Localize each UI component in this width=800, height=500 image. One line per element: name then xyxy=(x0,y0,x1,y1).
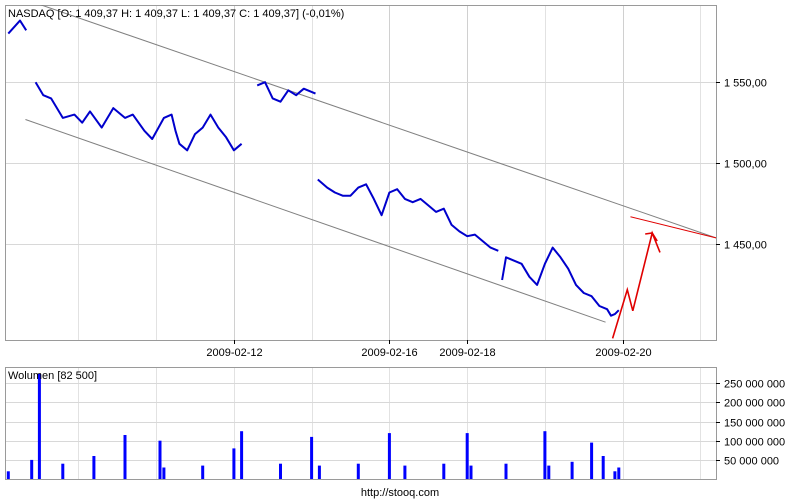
price-series-line xyxy=(7,19,28,35)
price-series-line xyxy=(256,81,316,103)
volume-bar xyxy=(6,471,10,479)
volume-bar xyxy=(617,467,621,479)
volume-y-tick-label: 150 000 000 xyxy=(724,418,785,430)
volume-bar xyxy=(317,465,321,479)
price-y-tick-label: 1 550,00 xyxy=(724,78,767,90)
volume-y-tick-label: 50 000 000 xyxy=(724,456,779,468)
volume-bar xyxy=(37,373,41,479)
volume-bar xyxy=(123,435,127,479)
price-grid xyxy=(6,6,716,340)
volume-bar xyxy=(465,433,469,479)
volume-grid xyxy=(6,368,716,479)
volume-chart-title: Wolumen [82 500] xyxy=(8,370,97,382)
price-x-tick-label: 2009-02-20 xyxy=(595,347,651,359)
trend-channel-line xyxy=(25,119,606,323)
price-series-line xyxy=(34,81,243,152)
volume-bar xyxy=(613,471,617,479)
volume-y-tick-label: 200 000 000 xyxy=(724,398,785,410)
volume-bar xyxy=(61,463,65,479)
volume-bar xyxy=(387,433,391,479)
volume-bar xyxy=(92,456,96,479)
volume-bar xyxy=(232,448,236,479)
volume-bar xyxy=(469,465,473,479)
source-footer: http://stooq.com xyxy=(361,487,439,499)
volume-bar xyxy=(310,436,314,479)
volume-bar xyxy=(158,440,162,479)
volume-bar xyxy=(162,467,166,479)
price-panel-frame xyxy=(5,5,717,341)
volume-bar xyxy=(403,465,407,479)
volume-y-tick-label: 250 000 000 xyxy=(724,379,785,391)
volume-bar xyxy=(240,431,244,479)
trend-channel-line xyxy=(630,216,717,239)
price-x-tick-label: 2009-02-18 xyxy=(439,347,495,359)
volume-panel-frame xyxy=(5,367,717,480)
price-y-tick-label: 1 450,00 xyxy=(724,240,767,252)
volume-y-axis: 250 000 000 200 000 000 150 000 000 100 000… xyxy=(716,379,785,468)
volume-bar xyxy=(590,442,594,479)
price-y-tick-label: 1 500,00 xyxy=(724,159,767,171)
forecast-arrowhead xyxy=(645,232,658,242)
volume-bar xyxy=(442,463,446,479)
price-series-line xyxy=(317,178,499,252)
volume-bar xyxy=(543,431,547,479)
volume-bar xyxy=(279,463,282,479)
volume-bar xyxy=(30,459,34,479)
trend-channel-line xyxy=(39,5,717,239)
volume-bar xyxy=(547,465,551,479)
volume-bars xyxy=(6,373,621,479)
volume-bar xyxy=(201,465,205,479)
forecast-arrow-line xyxy=(611,230,661,339)
price-chart-title: NASDAQ [O: 1 409,37 H: 1 409,37 L: 1 409… xyxy=(8,8,344,20)
price-y-axis: 1 550,00 1 500,00 1 450,00 xyxy=(716,78,767,252)
volume-y-tick-label: 100 000 000 xyxy=(724,437,785,449)
volume-bar xyxy=(356,463,360,479)
price-series-line xyxy=(501,246,620,317)
price-x-tick-label: 2009-02-16 xyxy=(361,347,417,359)
price-x-axis: 2009-02-12 2009-02-16 2009-02-18 2009-02-20 xyxy=(206,340,652,359)
volume-bar xyxy=(601,456,605,479)
volume-bar xyxy=(504,463,508,479)
volume-bar xyxy=(570,461,574,479)
price-x-tick-label: 2009-02-12 xyxy=(206,347,262,359)
